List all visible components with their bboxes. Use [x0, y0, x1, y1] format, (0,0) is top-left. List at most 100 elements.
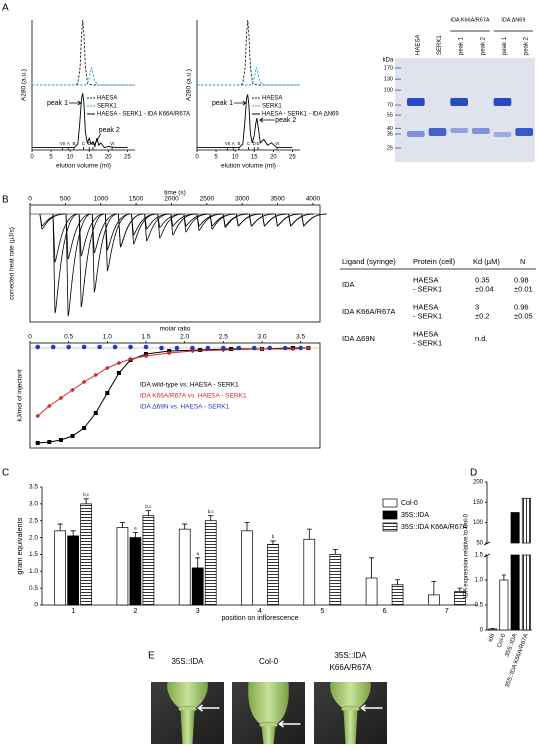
- point: [174, 345, 180, 351]
- table-cell: ±0.2: [475, 311, 490, 320]
- marker-label: V0: [60, 141, 66, 146]
- y-tick-label: 0: [34, 602, 38, 609]
- error-bar: [208, 515, 214, 521]
- point: [251, 345, 257, 351]
- x-tick-label: 5: [49, 155, 53, 161]
- x-tick-label: 10: [232, 155, 239, 161]
- marker-label: C: [247, 141, 251, 146]
- x-tick-label: 0: [30, 155, 34, 161]
- injection-peak: [104, 213, 131, 272]
- arrow: [197, 704, 220, 712]
- bar: [303, 538, 316, 606]
- x-tick-label: 5: [320, 608, 324, 615]
- x-tick-label: 1: [71, 608, 75, 615]
- injection-peak: [65, 213, 92, 260]
- bar: [80, 503, 92, 606]
- error-bar: [145, 510, 151, 516]
- error-bar: [306, 528, 312, 540]
- x-axis-label: elution volume (ml): [56, 163, 111, 170]
- injection-peak: [65, 213, 92, 317]
- trace: [32, 67, 135, 86]
- error-bar: [244, 522, 250, 531]
- legend-label: 35S::IDA K66A/R67A: [401, 524, 467, 531]
- significance-label: b,c: [208, 509, 215, 514]
- injection-peak: [301, 213, 327, 227]
- bar: [365, 577, 378, 606]
- significance-label: a: [134, 526, 137, 531]
- error-bar: [83, 498, 89, 504]
- gel-band: [472, 128, 490, 134]
- bar: [488, 628, 498, 631]
- table-cell: ±0.04: [475, 284, 494, 293]
- table-cell: HAESA: [413, 329, 438, 338]
- injection-peak: [183, 213, 209, 233]
- point: [236, 345, 242, 351]
- marker-label: B: [72, 141, 75, 146]
- point: [66, 344, 71, 350]
- point: [93, 411, 98, 415]
- y-tick-label: 150: [473, 500, 484, 506]
- x-tick-label: 1.5: [141, 334, 150, 341]
- y-axis-label: corrected heat rate (µJ/s): [9, 227, 16, 300]
- error-bar: [501, 574, 506, 580]
- arrow: [360, 704, 383, 712]
- point: [306, 345, 311, 351]
- x-tick-label: 2000: [164, 196, 179, 203]
- y-axis-label: A280 (a.u.): [186, 69, 193, 101]
- group-label: IDA K66A/R67A: [450, 17, 489, 23]
- table-cell: 0.35: [475, 275, 490, 284]
- trace: [197, 19, 300, 86]
- injection-peak: [104, 213, 131, 251]
- significance-label: a: [196, 551, 199, 556]
- x-tick-label: 0: [28, 334, 32, 341]
- table-cell: - SERK1: [413, 338, 442, 347]
- injection-peak: [288, 213, 314, 227]
- group-label: IDA ΔN69: [501, 17, 525, 23]
- table-cell: IDA K66A/R67A: [342, 307, 395, 316]
- point: [82, 426, 87, 430]
- injection-peak: [196, 213, 222, 231]
- point: [105, 391, 110, 395]
- ladder-label: 70: [387, 102, 393, 108]
- x-tick-label: 2.5: [219, 334, 228, 341]
- bar: [116, 527, 129, 606]
- point: [290, 346, 296, 352]
- table-header: Protein (cell): [413, 257, 456, 266]
- silique: [330, 682, 371, 708]
- pedicel: [343, 710, 358, 744]
- bar: [521, 554, 531, 631]
- x-tick-label: Col-0: [497, 633, 508, 649]
- bar: [178, 528, 191, 606]
- legend-label: HAESA: [97, 96, 117, 102]
- table-cell: 3: [475, 302, 479, 311]
- bar-upper: [510, 512, 520, 544]
- x-tick-label: 3: [196, 608, 200, 615]
- arrow: [259, 117, 275, 123]
- gel-band: [515, 128, 533, 136]
- y-axis-label: gram equivalents: [15, 517, 24, 574]
- gel-band: [407, 131, 425, 137]
- x-tick-label: ida: [488, 633, 497, 643]
- trace: [32, 93, 128, 149]
- pedicel: [180, 710, 195, 744]
- injection-peak: [235, 213, 262, 227]
- injection-peak: [52, 213, 79, 263]
- arrow: [234, 100, 247, 106]
- x-tick-label: 2.0: [180, 334, 189, 341]
- x-tick-label: 35S::IDA K66A/R67A: [505, 633, 530, 688]
- injection-peak: [131, 213, 157, 245]
- x-tick-label: 4000: [306, 196, 321, 203]
- trace: [197, 94, 293, 149]
- gel: [395, 58, 535, 162]
- table-cell: - SERK1: [413, 284, 442, 293]
- point: [105, 365, 110, 371]
- y-tick-label: 1.0: [29, 568, 38, 575]
- y-tick-label: 3.0: [29, 501, 38, 508]
- annotation: peak 2: [275, 117, 296, 124]
- point: [35, 441, 40, 445]
- annotation: peak 1: [47, 100, 68, 107]
- photo-label: Col-0: [259, 657, 279, 666]
- x-tick-label: 0: [195, 155, 199, 161]
- x-tick-label: 0.5: [64, 334, 73, 341]
- lane-label: peak 2: [524, 36, 530, 55]
